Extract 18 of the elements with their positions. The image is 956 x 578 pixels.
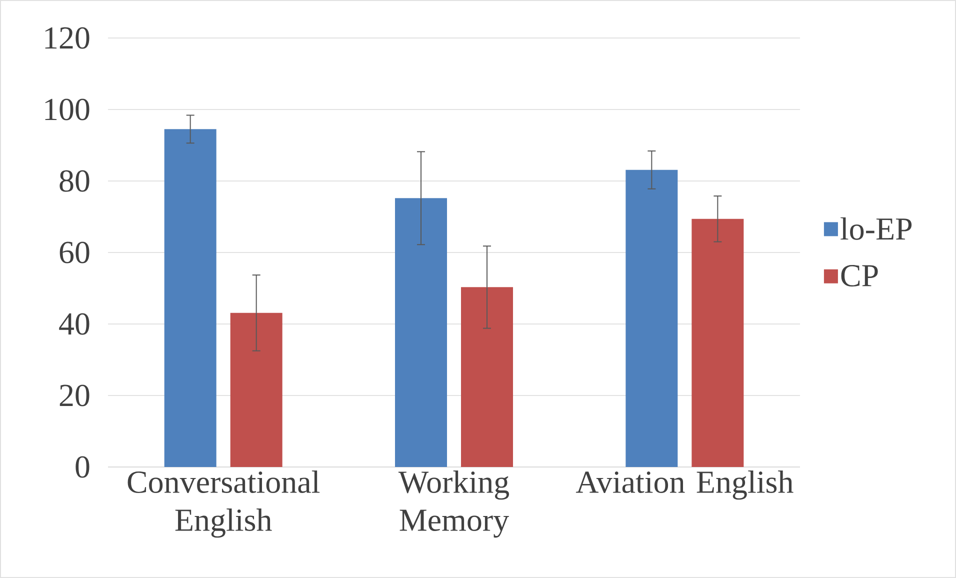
x-tick-label: Conversational English — [128, 470, 320, 538]
bar — [692, 218, 744, 467]
y-tick-label: 40 — [59, 313, 90, 335]
y-tick-label: 80 — [60, 170, 90, 192]
y-tick-label: 20 — [60, 384, 90, 406]
bar — [395, 198, 448, 467]
bar — [626, 170, 678, 467]
x-tick-label: Aviation English — [576, 470, 794, 500]
y-tick-label: 60 — [60, 242, 90, 264]
x-tick-label: Working Memory — [398, 470, 509, 538]
y-tick-label: 120 — [45, 27, 90, 49]
y-tick-label: 0 — [76, 456, 90, 478]
bar — [164, 129, 216, 467]
legend-label: CP — [841, 265, 878, 286]
legend-label: lo-EP — [840, 217, 912, 240]
bar — [461, 287, 514, 467]
bar — [230, 312, 282, 467]
y-tick-label: 100 — [45, 98, 90, 120]
